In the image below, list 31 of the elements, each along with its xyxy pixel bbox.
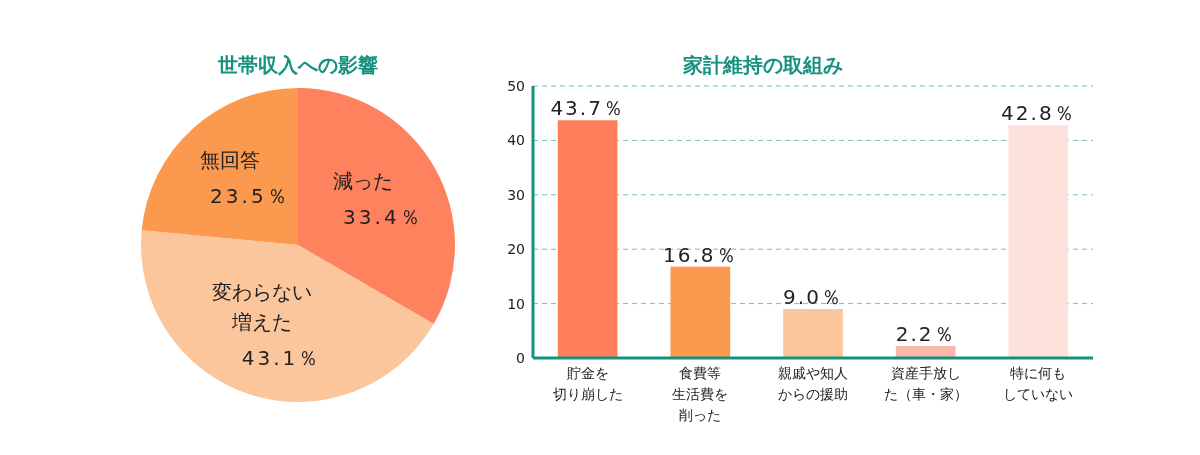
data-label: 9.0％	[783, 285, 843, 310]
x-tick-label: 特に何もしていない	[1003, 365, 1074, 402]
pie-slice	[141, 230, 434, 402]
data-label: 33.4％	[343, 204, 423, 229]
y-tick-label: 20	[507, 241, 525, 258]
bar	[783, 309, 843, 358]
data-label: 43.7％	[550, 96, 625, 121]
slice-label: 変わらない増えた	[211, 280, 312, 335]
data-label: 16.8％	[663, 242, 738, 267]
pie-slice	[141, 88, 298, 245]
y-tick-label: 40	[507, 132, 525, 149]
x-tick-label: 貯金を切り崩した	[552, 365, 623, 402]
x-tick-label: 資産手放した（車・家）	[883, 365, 968, 402]
bar	[895, 346, 956, 358]
y-tick-label: 50	[507, 78, 525, 94]
chart-title: 家計維持の取組み	[682, 53, 843, 77]
data-label: 2.2％	[895, 322, 956, 347]
y-tick-label: 0	[516, 350, 525, 366]
x-tick-label: 食費等生活費を削った	[672, 365, 729, 423]
data-label: 23.5％	[210, 184, 290, 209]
bar	[1008, 125, 1069, 358]
chart-title: 世帯収入への影響	[217, 53, 378, 77]
slice-label: 減った	[332, 168, 393, 193]
data-label: 43.1％	[241, 346, 322, 371]
bar	[557, 120, 618, 358]
x-tick-label: 親戚や知人からの援助	[778, 365, 848, 402]
y-tick-label: 10	[507, 295, 525, 312]
data-label: 42.8％	[1001, 101, 1076, 126]
slice-label: 無回答	[199, 148, 260, 173]
bar	[670, 266, 731, 358]
y-tick-label: 30	[507, 186, 525, 203]
